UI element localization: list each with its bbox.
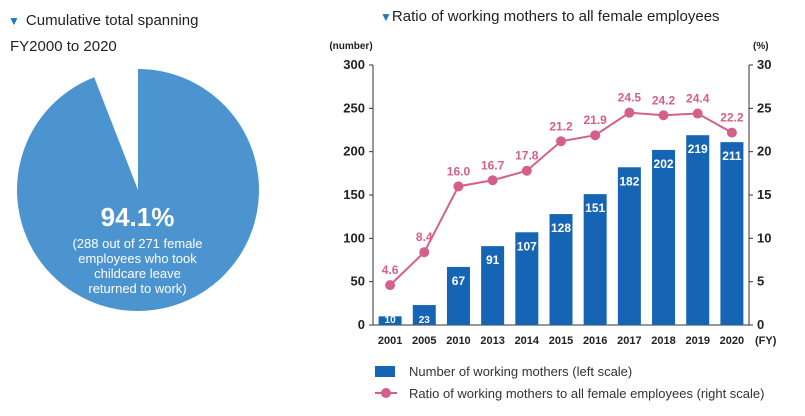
left-axis-label: (number): [329, 41, 372, 52]
bar: [652, 149, 676, 325]
bar-value-label: 23: [419, 315, 431, 326]
right-tick-label: 15: [757, 187, 771, 202]
right-tick-label: 20: [757, 144, 771, 159]
x-tick-label: 2010: [446, 335, 470, 347]
bar-value-label: 219: [688, 142, 708, 156]
right-tick-label: 5: [757, 274, 764, 289]
ratio-point: [556, 136, 566, 147]
left-tick-label: 0: [358, 317, 365, 332]
bar-chart-title-text: Ratio of working mothers to all female e…: [391, 8, 720, 25]
ratio-value-label: 8.4: [416, 230, 433, 244]
x-tick-label: 2016: [583, 335, 607, 347]
x-tick-label: 2015: [549, 335, 573, 347]
ratio-point: [624, 107, 635, 118]
pie-chart: [16, 69, 260, 311]
x-tick-label: 2017: [617, 335, 641, 347]
triangle-down-icon: ▼: [380, 10, 392, 24]
ratio-value-label: 21.9: [584, 113, 608, 127]
pie-title-line1: Cumulative total spanning: [25, 12, 199, 29]
ratio-point: [692, 108, 703, 119]
x-tick-label: 2005: [412, 335, 436, 347]
left-tick-label: 50: [351, 274, 365, 289]
pie-title: ▼ Cumulative total spanning FY2000 to 202…: [8, 8, 199, 60]
ratio-value-label: 4.6: [382, 263, 399, 277]
pie-note-line: returned to work): [88, 281, 187, 296]
ratio-point: [487, 175, 498, 186]
bar: [686, 135, 710, 325]
bar-value-label: 67: [452, 274, 466, 288]
bar: [720, 142, 744, 325]
pie-percent-label: 94.1%: [100, 202, 175, 232]
ratio-value-label: 24.5: [618, 91, 642, 105]
ratio-point: [658, 110, 669, 121]
bar: [446, 266, 470, 325]
chart-legend: Number of working mothers (left scale) R…: [375, 360, 764, 404]
legend-item-line: Ratio of working mothers to all female e…: [375, 382, 764, 404]
ratio-value-label: 16.0: [447, 164, 471, 178]
right-tick-label: 25: [757, 100, 771, 115]
ratio-point: [726, 127, 737, 138]
left-tick-label: 100: [343, 230, 365, 245]
ratio-value-label: 22.2: [720, 111, 744, 125]
bar: [549, 214, 573, 325]
ratio-point: [419, 247, 430, 258]
bar: [617, 167, 641, 325]
ratio-point: [453, 181, 464, 192]
right-axis-label: (%): [753, 41, 769, 52]
ratio-point: [590, 130, 601, 141]
ratio-value-label: 16.7: [481, 158, 505, 172]
bar-value-label: 107: [517, 239, 537, 253]
bar: [412, 305, 436, 325]
bar: [481, 246, 505, 325]
bar: [515, 232, 539, 325]
triangle-down-icon: ▼: [8, 14, 20, 28]
pie-note-line: employees who took: [78, 251, 197, 266]
pie-title-line2: FY2000 to 2020: [10, 38, 117, 55]
pie-note: (288 out of 271 female employees who too…: [40, 236, 235, 296]
bar-value-label: 10: [385, 315, 397, 326]
x-tick-label: 2014: [515, 335, 540, 347]
right-tick-label: 10: [757, 230, 771, 245]
legend-line-swatch: [375, 387, 397, 399]
x-tick-label: 2001: [378, 335, 402, 347]
bar-value-label: 182: [619, 174, 639, 188]
ratio-value-label: 17.8: [515, 149, 539, 163]
bar-value-label: 211: [722, 149, 742, 163]
ratio-point: [385, 280, 396, 291]
ratio-point: [521, 165, 532, 176]
bar-value-label: 128: [551, 221, 571, 235]
ratio-value-label: 24.4: [686, 92, 710, 106]
x-tick-label: 2013: [480, 335, 504, 347]
combo-chart: 0 50 100 150 200 250 300 0 5 10 15 20 25 30 (number) (%…: [329, 41, 777, 347]
legend-item-bars: Number of working mothers (left scale): [375, 360, 764, 382]
ratio-value-label: 24.2: [652, 93, 676, 107]
right-tick-label: 0: [757, 317, 764, 332]
legend-bar-swatch: [375, 365, 395, 377]
x-axis-unit-label: (FY): [755, 335, 777, 347]
legend-bars-label: Number of working mothers (left scale): [409, 363, 633, 379]
x-tick-label: 2018: [651, 335, 675, 347]
bar-value-label: 151: [585, 201, 605, 215]
bar: [583, 194, 607, 325]
x-tick-label: 2019: [685, 335, 709, 347]
left-tick-label: 250: [343, 100, 365, 115]
left-tick-label: 200: [343, 144, 365, 159]
left-tick-label: 300: [343, 57, 365, 72]
pie-note-line: (288 out of 271 female: [72, 236, 203, 251]
bar-value-label: 91: [486, 253, 500, 267]
x-tick-label: 2020: [720, 335, 744, 347]
left-tick-label: 150: [343, 187, 365, 202]
bar-chart-title: ▼Ratio of working mothers to all female …: [380, 8, 720, 25]
bar: [378, 316, 402, 325]
right-tick-label: 30: [757, 57, 771, 72]
bar-value-label: 202: [654, 157, 674, 171]
ratio-value-label: 21.2: [549, 119, 573, 133]
legend-line-label: Ratio of working mothers to all female e…: [409, 385, 765, 401]
pie-slice-returned: [16, 69, 260, 311]
pie-note-line: childcare leave: [94, 266, 181, 281]
